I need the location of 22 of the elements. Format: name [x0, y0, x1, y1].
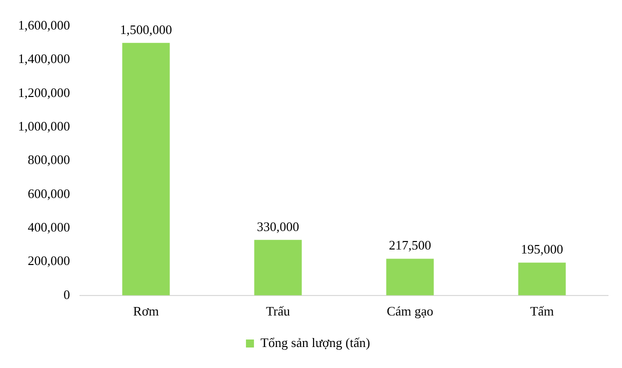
y-tick-label: 800,000 — [28, 152, 70, 168]
x-tick-label: Rơm — [133, 304, 159, 319]
data-label: 1,500,000 — [120, 22, 172, 37]
y-tick-label: 400,000 — [28, 219, 70, 234]
bar — [386, 258, 434, 296]
data-label: 330,000 — [256, 218, 300, 234]
data-label: 217,500 — [388, 238, 432, 253]
data-label: 195,000 — [520, 241, 564, 256]
legend-label: Tổng sản lượng (tấn) — [260, 334, 370, 350]
bar — [518, 262, 566, 296]
x-tick-label: Trấu — [266, 304, 291, 319]
y-tick-label: 200,000 — [28, 253, 70, 268]
y-tick-label: 1,400,000 — [18, 51, 70, 66]
y-tick-label: 600,000 — [28, 186, 70, 201]
x-tick-label: Cám gạo — [386, 304, 434, 319]
y-tick-label: 1,200,000 — [18, 84, 70, 100]
x-tick-label: Tấm — [530, 304, 554, 319]
y-tick-label: 1,000,000 — [18, 118, 70, 134]
y-tick-label: 0 — [64, 286, 70, 302]
y-tick-label: 1,600,000 — [18, 17, 70, 32]
bar — [254, 240, 302, 296]
bar — [122, 42, 170, 296]
